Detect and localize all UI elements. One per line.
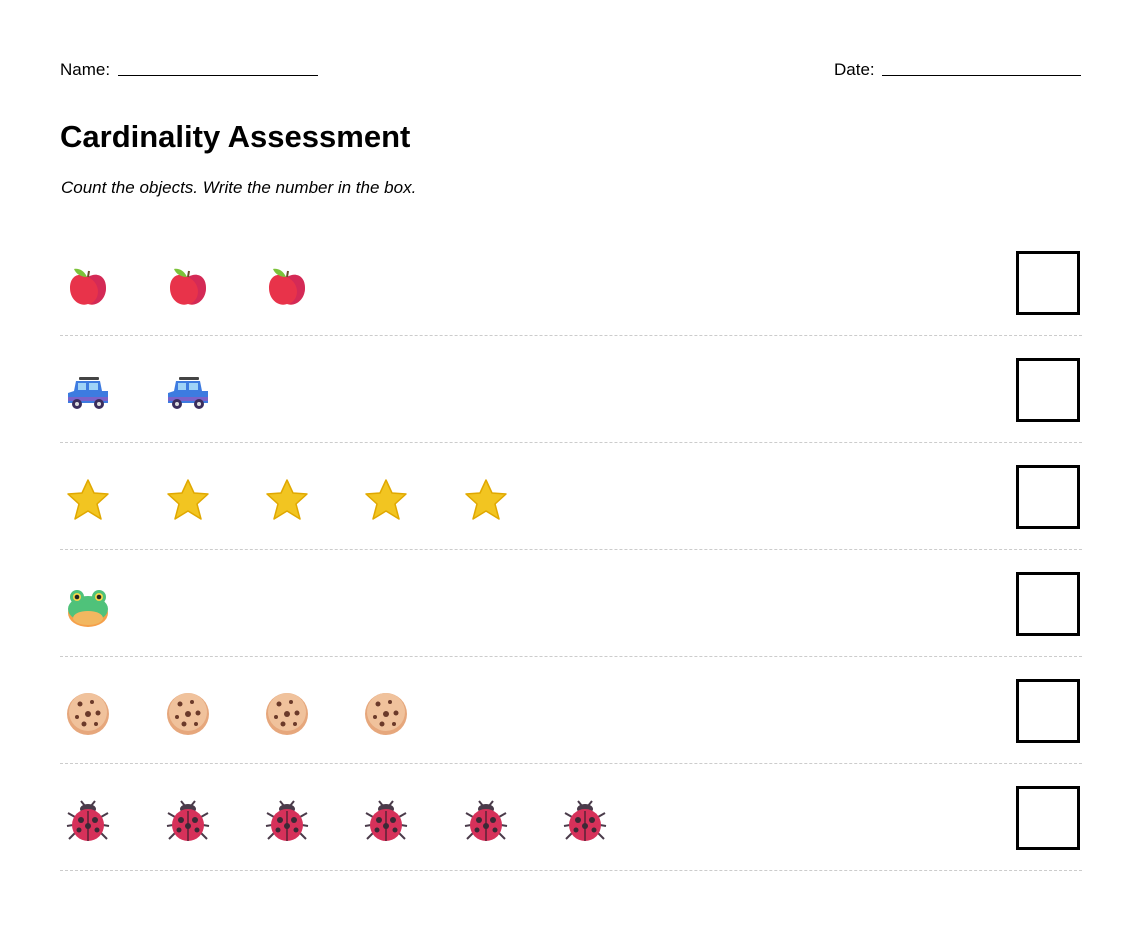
- title: Cardinality Assessment: [60, 119, 411, 154]
- count-row: [60, 336, 1082, 443]
- ladybug-icon: [464, 799, 508, 843]
- apple-icon: [166, 264, 210, 308]
- star-icon: [364, 478, 408, 522]
- count-row: [60, 229, 1082, 336]
- apple-icon: [66, 264, 110, 308]
- car-icon: [66, 371, 110, 415]
- star-icon: [265, 478, 309, 522]
- cookie-icon: [265, 692, 309, 736]
- instructions: Count the objects. Write the number in t…: [61, 178, 417, 197]
- cookie-icon: [66, 692, 110, 736]
- star-icon: [166, 478, 210, 522]
- cookie-icon: [166, 692, 210, 736]
- answer-box[interactable]: [1016, 786, 1080, 850]
- answer-box[interactable]: [1016, 572, 1080, 636]
- ladybug-icon: [265, 799, 309, 843]
- count-row: [60, 657, 1082, 764]
- car-icon: [166, 371, 210, 415]
- count-row: [60, 764, 1082, 871]
- date-line[interactable]: [882, 75, 1081, 76]
- date-label: Date:: [834, 60, 875, 79]
- count-row: [60, 443, 1082, 550]
- answer-box[interactable]: [1016, 679, 1080, 743]
- answer-box[interactable]: [1016, 251, 1080, 315]
- ladybug-icon: [364, 799, 408, 843]
- ladybug-icon: [563, 799, 607, 843]
- star-icon: [66, 478, 110, 522]
- answer-box[interactable]: [1016, 358, 1080, 422]
- name-line[interactable]: [118, 75, 318, 76]
- frog-icon: [66, 585, 110, 629]
- name-label: Name:: [60, 60, 111, 79]
- cookie-icon: [364, 692, 408, 736]
- apple-icon: [265, 264, 309, 308]
- count-row: [60, 550, 1082, 657]
- answer-box[interactable]: [1016, 465, 1080, 529]
- ladybug-icon: [166, 799, 210, 843]
- star-icon: [464, 478, 508, 522]
- ladybug-icon: [66, 799, 110, 843]
